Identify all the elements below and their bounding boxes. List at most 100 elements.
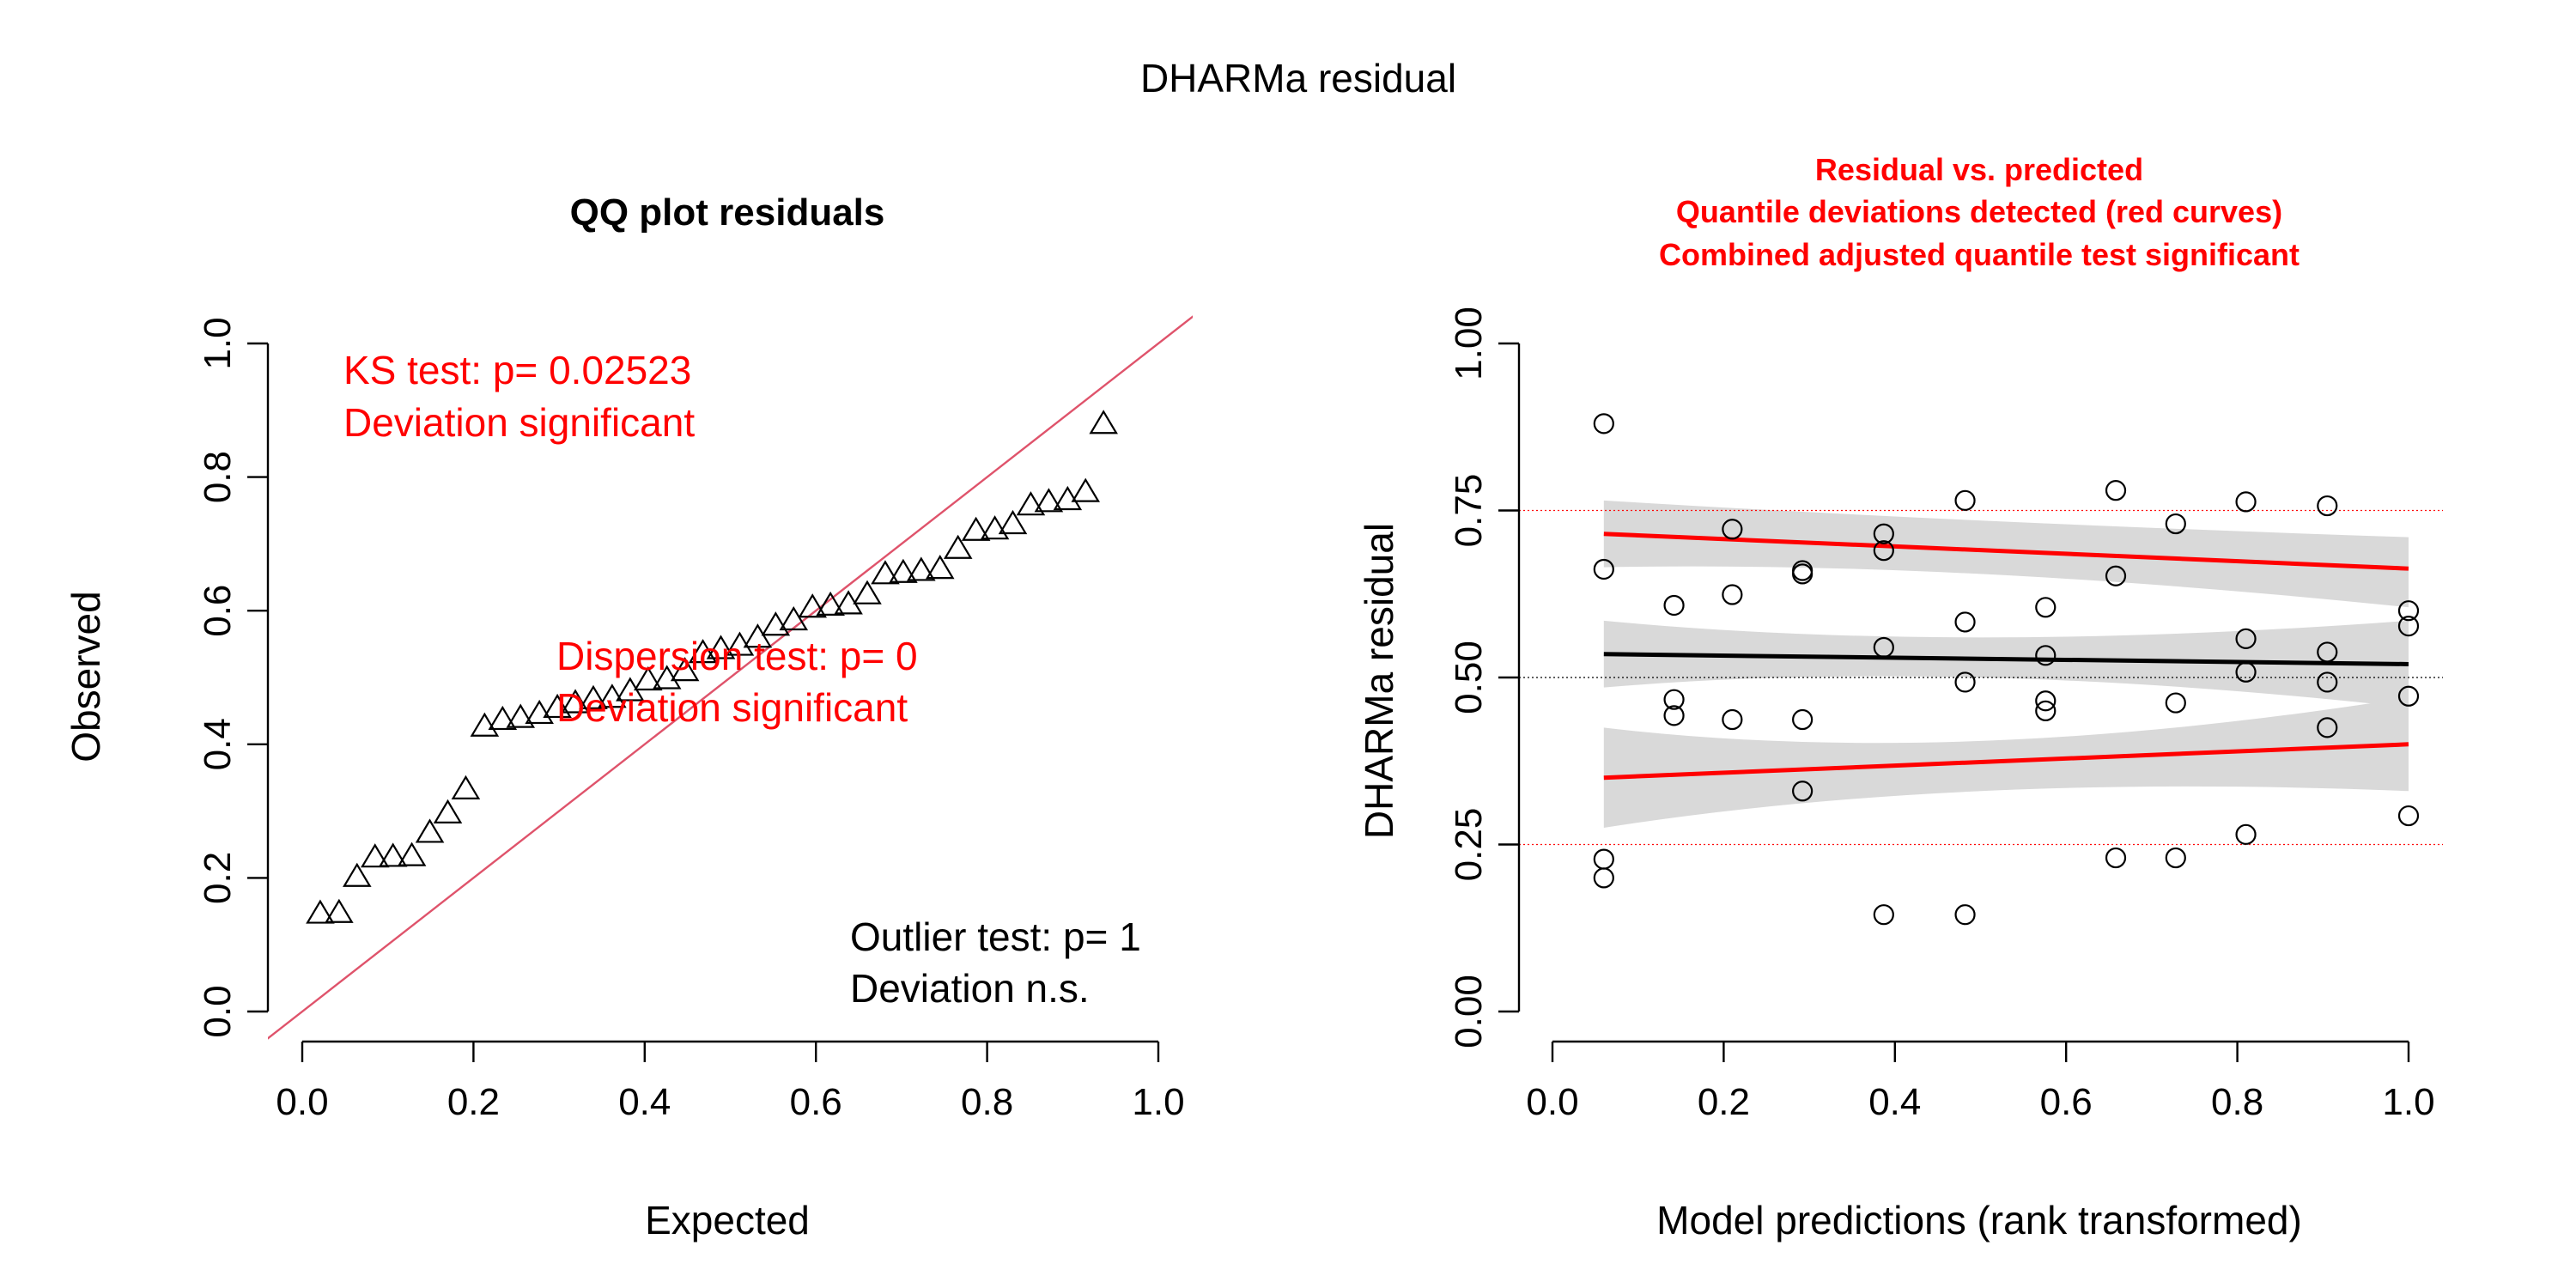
residual-point — [1722, 708, 1743, 731]
residual-y-tick-label: 0.00 — [1448, 975, 1490, 1048]
qq-point — [579, 684, 608, 709]
quantile-curve — [1603, 652, 2409, 666]
residual-point — [1792, 708, 1814, 731]
qq-point — [706, 635, 736, 659]
qq-x-tick-label: 0.0 — [276, 1081, 328, 1123]
residual-y-tick-label: 1.00 — [1448, 307, 1490, 380]
residual-x-tick-label: 0.4 — [1868, 1081, 1921, 1123]
residual-point — [1722, 519, 1743, 540]
residual-point — [1593, 413, 1614, 434]
residual-point — [2035, 645, 2057, 666]
qq-point — [743, 623, 773, 648]
qq-point — [525, 699, 554, 725]
qq-y-tick-label: 1.0 — [197, 317, 239, 369]
residual-point — [2317, 671, 2338, 693]
qq-point — [889, 558, 918, 583]
qq-point — [543, 693, 572, 719]
residual-y-axis: 0.00 0.25 0.50 0.75 1.00 — [1448, 307, 1521, 1048]
residual-x-tick-label: 0.0 — [1526, 1081, 1578, 1123]
residual-point — [2397, 615, 2420, 637]
residual-point — [2317, 717, 2338, 738]
qq-point — [798, 593, 827, 618]
residual-title-line-2: Quantile deviations detected (red curves… — [1676, 194, 2282, 229]
page-title: DHARMa residual — [1140, 56, 1456, 100]
residual-point — [2165, 847, 2186, 869]
qq-x-axis: 0.0 0.2 0.4 0.6 0.8 1.0 — [276, 1040, 1185, 1123]
residual-point — [1593, 848, 1614, 870]
qq-point — [433, 799, 463, 823]
qq-point — [634, 665, 663, 691]
residual-point — [2397, 685, 2420, 707]
qq-point — [378, 842, 408, 867]
qq-point — [561, 689, 590, 714]
qq-point — [598, 683, 627, 708]
residual-x-axis: 0.0 0.2 0.4 0.6 0.8 1.0 — [1526, 1040, 2435, 1123]
residual-x-tick-label: 0.6 — [2040, 1081, 2093, 1123]
residual-x-tick-label: 0.2 — [1698, 1081, 1750, 1123]
residual-point — [1792, 781, 1814, 802]
qq-point — [871, 560, 900, 585]
residual-point — [1873, 523, 1894, 544]
qq-point — [488, 705, 518, 731]
residual-panel: Residual vs. predicted Quantile deviatio… — [1357, 152, 2443, 1242]
residual-point — [2235, 823, 2257, 845]
qq-point — [1034, 488, 1064, 513]
qq-point — [1016, 491, 1046, 516]
residual-point — [1663, 689, 1685, 710]
qq-point — [343, 862, 372, 887]
quantile-band — [1603, 500, 2409, 608]
outlier-test-label: Outlier test: p= 1 — [850, 914, 1141, 959]
residual-point — [1954, 489, 1976, 511]
qq-point — [360, 843, 390, 868]
qq-point — [980, 515, 1010, 540]
residual-y-axis-title: DHARMa residual — [1357, 523, 1401, 839]
qq-x-tick-label: 0.4 — [618, 1081, 671, 1123]
residual-point — [2105, 565, 2127, 586]
qq-point — [943, 534, 973, 559]
qq-point — [306, 899, 335, 924]
qq-point — [451, 775, 481, 799]
qq-x-tick-label: 0.2 — [447, 1081, 500, 1123]
residual-point — [1663, 705, 1685, 726]
qq-point — [397, 841, 427, 866]
qq-point — [670, 657, 700, 682]
qq-point — [415, 818, 445, 843]
quantile-band — [1603, 620, 2409, 708]
residual-point — [2035, 700, 2057, 722]
residual-point — [1873, 904, 1894, 926]
residual-point — [1873, 540, 1894, 562]
qq-point — [816, 591, 845, 616]
residual-x-axis-title: Model predictions (rank transformed) — [1656, 1198, 2302, 1242]
qq-point — [853, 580, 882, 605]
dispersion-test-result: Deviation significant — [556, 685, 908, 730]
residual-point — [2397, 600, 2420, 622]
residual-y-tick-label: 0.25 — [1448, 808, 1490, 882]
qq-panel: QQ plot residuals 0.0 0.2 0.4 0.6 0.8 1.0 0.0… — [64, 191, 1193, 1242]
residual-point — [1873, 636, 1894, 659]
qq-points — [306, 410, 1118, 924]
residual-point — [1792, 563, 1814, 585]
qq-y-tick-label: 0.4 — [197, 718, 239, 770]
qq-y-tick-label: 0.8 — [197, 451, 239, 503]
quantile-curve — [1603, 742, 2409, 781]
qq-y-axis: 0.0 0.2 0.4 0.6 0.8 1.0 — [197, 317, 270, 1038]
residual-y-tick-label: 0.50 — [1448, 641, 1490, 714]
qq-reference-line — [268, 315, 1193, 1040]
residual-point — [1593, 867, 1614, 889]
residual-point — [2235, 628, 2257, 649]
residual-point — [1954, 904, 1976, 926]
qq-point — [470, 712, 500, 737]
residual-point — [2035, 597, 2057, 618]
residual-point — [1593, 558, 1614, 580]
qq-x-tick-label: 1.0 — [1132, 1081, 1184, 1123]
quantile-curve — [1603, 532, 2409, 571]
ks-test-result: Deviation significant — [343, 400, 695, 445]
qq-y-tick-label: 0.0 — [197, 985, 239, 1037]
qq-x-tick-label: 0.6 — [790, 1081, 842, 1123]
qq-point — [998, 509, 1028, 535]
residual-x-tick-label: 1.0 — [2382, 1081, 2434, 1123]
qq-point — [688, 639, 718, 664]
quantile-regression-curves — [1603, 532, 2409, 781]
residual-point — [2317, 495, 2338, 517]
ks-test-label: KS test: p= 0.02523 — [343, 348, 691, 392]
